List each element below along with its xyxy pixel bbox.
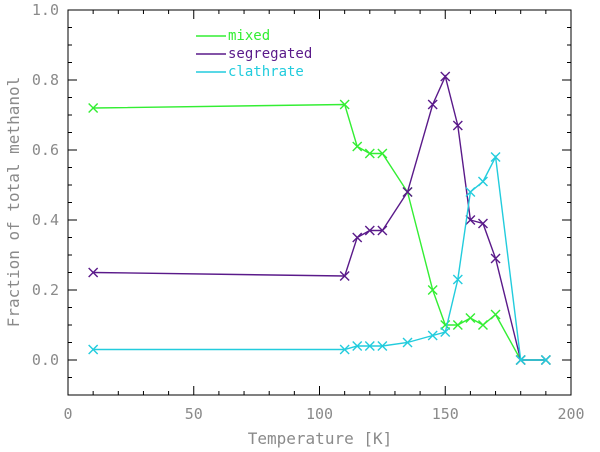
x-tick-label: 100 bbox=[306, 405, 333, 423]
data-point-clathrate bbox=[339, 344, 350, 355]
x-axis-title: Temperature [K] bbox=[248, 429, 393, 448]
legend-label: clathrate bbox=[228, 64, 304, 80]
data-point-clathrate bbox=[452, 274, 463, 285]
data-point-mixed bbox=[377, 148, 388, 159]
y-tick-label: 0.2 bbox=[32, 281, 59, 299]
x-tick-label: 0 bbox=[63, 405, 72, 423]
data-point-segregated bbox=[88, 267, 99, 278]
data-point-clathrate bbox=[352, 341, 363, 351]
data-point-segregated bbox=[477, 218, 488, 229]
x-tick-label: 150 bbox=[432, 405, 459, 423]
legend-label: mixed bbox=[228, 28, 270, 44]
data-point-mixed bbox=[465, 313, 476, 323]
data-point-clathrate bbox=[490, 152, 501, 162]
legend-label: segregated bbox=[228, 46, 312, 62]
axis-ticks bbox=[67, 9, 572, 396]
data-point-segregated bbox=[377, 225, 388, 236]
y-tick-label: 0.4 bbox=[32, 211, 59, 229]
series-group bbox=[88, 71, 551, 365]
legend-item-clathrate: clathrate bbox=[196, 64, 304, 80]
y-tick-label: 1.0 bbox=[32, 1, 59, 19]
y-tick-label: 0.6 bbox=[32, 141, 59, 159]
data-point-segregated bbox=[452, 120, 463, 131]
data-point-segregated bbox=[352, 232, 363, 243]
data-point-mixed bbox=[477, 320, 488, 330]
data-point-segregated bbox=[364, 225, 375, 236]
data-point-clathrate bbox=[540, 355, 551, 365]
y-tick-label: 0.0 bbox=[32, 351, 59, 369]
data-point-segregated bbox=[490, 253, 501, 264]
series-mixed bbox=[88, 99, 551, 365]
data-point-mixed bbox=[352, 141, 363, 152]
series-line-clathrate bbox=[93, 154, 546, 361]
y-axis-title: Fraction of total methanol bbox=[4, 77, 23, 327]
legend-item-segregated: segregated bbox=[196, 46, 312, 62]
data-point-clathrate bbox=[88, 344, 99, 355]
data-point-clathrate bbox=[440, 327, 451, 337]
data-point-clathrate bbox=[364, 341, 375, 351]
data-point-mixed bbox=[364, 148, 375, 159]
data-point-mixed bbox=[88, 103, 99, 113]
series-line-segregated bbox=[93, 74, 546, 361]
plot-frame bbox=[67, 9, 572, 396]
data-point-clathrate bbox=[427, 330, 438, 341]
data-point-segregated bbox=[440, 71, 451, 82]
tick-labels: 0 50 100 150 200 0.0 0.2 0.4 0.6 0.8 1.0 bbox=[32, 1, 585, 423]
data-point-clathrate bbox=[402, 337, 413, 348]
series-line-mixed bbox=[93, 103, 546, 361]
x-tick-label: 200 bbox=[557, 405, 584, 423]
data-point-mixed bbox=[427, 285, 438, 295]
legend-item-mixed: mixed bbox=[196, 28, 270, 44]
data-point-clathrate bbox=[477, 176, 488, 187]
data-point-mixed bbox=[339, 99, 350, 110]
data-point-clathrate bbox=[515, 355, 526, 365]
legend: mixed segregated clathrate bbox=[196, 28, 312, 80]
x-tick-label: 50 bbox=[185, 405, 203, 423]
series-segregated bbox=[88, 71, 551, 365]
data-point-clathrate bbox=[377, 341, 388, 351]
data-point-segregated bbox=[402, 187, 413, 197]
y-tick-label: 0.8 bbox=[32, 71, 59, 89]
data-point-mixed bbox=[490, 309, 501, 320]
data-point-mixed bbox=[452, 320, 463, 330]
data-point-segregated bbox=[427, 99, 438, 110]
data-point-clathrate bbox=[465, 187, 476, 197]
series-clathrate bbox=[88, 152, 551, 365]
data-point-segregated bbox=[339, 271, 350, 281]
